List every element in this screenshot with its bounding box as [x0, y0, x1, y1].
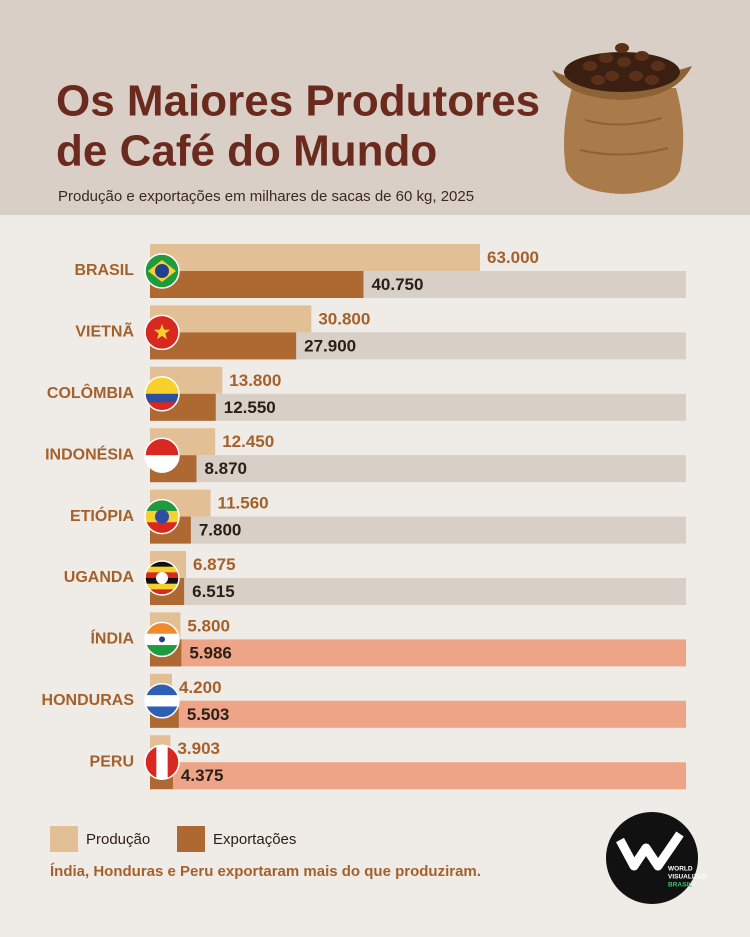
note: Índia, Honduras e Peru exportaram mais d… — [50, 863, 481, 880]
bar-track — [150, 578, 686, 605]
logo-text: VISUALIZED — [668, 874, 707, 881]
flag-part — [167, 745, 179, 780]
value-label: 4.200 — [179, 678, 222, 697]
value-label: 63.000 — [487, 248, 539, 267]
legend: Produção Exportações — [50, 826, 296, 852]
flag — [145, 376, 179, 411]
flag-part — [155, 509, 169, 524]
category-label: VIETNÃ — [75, 321, 134, 341]
flag-part — [153, 323, 171, 340]
flag-border — [144, 376, 180, 412]
value-label: 7.800 — [199, 521, 242, 540]
flag-part — [145, 583, 179, 590]
logo-text: BRASIL — [668, 882, 692, 889]
value-label: 5.800 — [187, 616, 230, 635]
logo-text: WORLD — [668, 866, 693, 873]
legend-label: Exportações — [213, 831, 296, 848]
flag-part — [145, 561, 179, 568]
flag — [145, 315, 179, 350]
value-label: 8.870 — [204, 459, 247, 478]
flag — [145, 561, 179, 595]
category-label: BRASIL — [74, 262, 134, 279]
value-label: 30.800 — [318, 309, 370, 328]
value-label: 6.515 — [192, 582, 235, 601]
flag-part — [145, 385, 179, 395]
bar-track — [150, 393, 686, 421]
flag-part — [145, 683, 179, 696]
flag-part — [155, 264, 169, 278]
flag-part — [145, 438, 179, 456]
flag-part — [145, 622, 179, 635]
title-line: Os Maiores Produtores — [56, 77, 540, 126]
value-label: 12.550 — [224, 398, 276, 417]
bar — [150, 271, 364, 298]
flag-border — [144, 560, 180, 596]
flag-part — [145, 376, 179, 386]
category-label: UGANDA — [64, 569, 135, 586]
category-label: ETIÓPIA — [70, 506, 134, 525]
flag-part — [145, 589, 179, 595]
flag-part — [145, 402, 179, 411]
subtitle: Produção e exportações em milhares de sa… — [58, 188, 474, 205]
flag-part — [159, 636, 165, 643]
value-label: 5.503 — [187, 705, 230, 724]
value-label: 27.900 — [304, 336, 356, 355]
flag — [145, 683, 179, 718]
legend-label: Produção — [86, 831, 150, 848]
flag-border — [144, 683, 180, 719]
flag-part — [145, 455, 179, 473]
plot: BRASIL 63.000 40.750 VIETNÃ 30.800 27.900 COLÔ… — [42, 244, 686, 790]
flag-part — [145, 706, 179, 718]
flag — [145, 622, 179, 657]
category-label: COLÔMBIA — [47, 383, 135, 402]
value-label: 40.750 — [371, 275, 423, 294]
flag-border — [144, 314, 180, 351]
flag-border — [144, 744, 180, 780]
flag-border — [144, 498, 180, 535]
legend-swatch — [177, 826, 205, 852]
flag-part — [156, 745, 169, 780]
category-label: PERU — [90, 753, 134, 770]
value-label: 13.800 — [229, 371, 281, 390]
bar-track — [150, 516, 686, 544]
flag-border — [144, 253, 180, 289]
flag-part — [156, 572, 168, 584]
category-label: ÍNDIA — [90, 629, 134, 648]
flag — [145, 499, 179, 534]
flag-border — [144, 437, 180, 473]
category-label: INDONÉSIA — [45, 444, 134, 463]
bar-track — [150, 455, 686, 483]
bar-track — [150, 762, 686, 790]
logo: WORLD VISUALIZED BRASIL — [606, 812, 707, 904]
flag-part — [145, 566, 179, 573]
value-label: 5.986 — [189, 643, 232, 662]
value-label: 12.450 — [222, 432, 274, 451]
category-label: HONDURAS — [42, 692, 135, 709]
value-label: 11.560 — [218, 494, 269, 513]
flag-part — [145, 393, 179, 403]
value-label: 6.875 — [193, 555, 236, 574]
flag — [145, 254, 179, 288]
flag — [145, 745, 179, 780]
title-line: de Café do Mundo — [56, 127, 437, 176]
bar-track — [150, 700, 686, 728]
flag-part — [145, 499, 179, 512]
bar — [150, 244, 480, 271]
flag — [145, 438, 179, 473]
flag-part — [145, 522, 179, 534]
value-label: 3.903 — [177, 739, 220, 758]
flag-part — [145, 695, 179, 707]
flag-border — [144, 621, 180, 658]
value-label: 4.375 — [181, 766, 224, 785]
coffee-sack — [552, 43, 692, 194]
flag-part — [145, 745, 157, 780]
bar-track — [150, 639, 686, 667]
legend-swatch — [50, 826, 78, 852]
flag-part — [145, 645, 179, 657]
